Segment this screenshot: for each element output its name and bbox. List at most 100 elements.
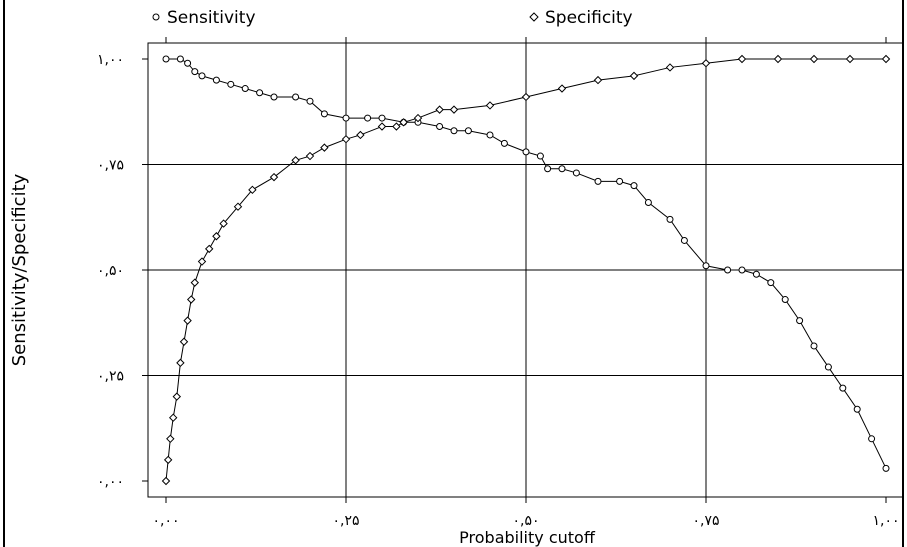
specificity-point (392, 122, 401, 131)
sensitivity-point (666, 215, 674, 223)
specificity-point (665, 63, 675, 72)
specificity-point (163, 455, 173, 465)
sensitivity-point (853, 405, 861, 413)
x-axis-label: Probability cutoff (459, 528, 596, 547)
specificity-point (183, 316, 192, 325)
specificity-point (629, 71, 639, 81)
specificity-point (166, 434, 175, 444)
specificity-point (341, 134, 351, 144)
sensitivity-point (256, 89, 264, 97)
specificity-line (165, 58, 886, 482)
sensitivity-point (536, 152, 544, 160)
sensitivity-point (767, 279, 775, 287)
legend-label-sensitivity: Sensitivity (167, 8, 256, 28)
series-specificity (161, 54, 891, 486)
specificity-point (248, 185, 257, 195)
specificity-point (176, 358, 185, 368)
specificity-point (485, 101, 495, 110)
specificity-point (881, 54, 891, 64)
specificity-point (701, 59, 711, 68)
legend-marker-specificity (529, 12, 539, 22)
specificity-point (197, 257, 207, 266)
sensitivity-point (781, 296, 789, 304)
x-axis-ticks: ۰,۰۰ ۰,۲۵ ۰,۵۰ ۰,۷۵ ۱,۰۰ (152, 37, 900, 529)
specificity-point (593, 75, 603, 85)
specificity-point (320, 143, 329, 152)
legend: Sensitivity Specificity (152, 8, 633, 28)
sensitivity-point (320, 110, 328, 118)
specificity-point (190, 278, 200, 287)
sensitivity-point (162, 55, 170, 63)
y-tick-label-0: ۰,۰۰ (97, 474, 124, 490)
specificity-point (212, 232, 221, 241)
sensitivity-point (486, 131, 494, 139)
specificity-point (413, 113, 423, 123)
legend-marker-sensitivity (152, 13, 160, 21)
sensitivity-point (270, 93, 278, 101)
sensitivity-point (522, 148, 530, 156)
sensitivity-point (306, 97, 314, 105)
y-tick-label-2: ۰,۵۰ (97, 263, 124, 279)
specificity-point (449, 105, 459, 114)
sensitivity-point (436, 123, 444, 131)
specificity-point (233, 202, 243, 211)
sensitivity-point (810, 342, 818, 350)
specificity-point (161, 476, 171, 486)
specificity-point (356, 130, 365, 140)
x-tick-label-3: ۰,۷۵ (692, 513, 719, 529)
gridlines (148, 43, 903, 497)
sensitivity-point (364, 114, 372, 122)
specificity-point (435, 105, 444, 114)
specificity-point (269, 172, 279, 182)
specificity-point (179, 337, 189, 346)
specificity-point (845, 54, 855, 64)
series-sensitivity (162, 55, 890, 472)
sensitivity-point (882, 464, 890, 472)
sensitivity-point (630, 182, 638, 190)
sensitivity-point (702, 262, 710, 270)
sensitivity-point (198, 72, 206, 80)
sensitivity-point (544, 165, 552, 173)
x-tick-label-4: ۱,۰۰ (872, 513, 899, 529)
sensitivity-point (839, 384, 847, 392)
specificity-point (737, 54, 747, 64)
y-axis-label: Sensitivity/Specificity (9, 173, 30, 366)
specificity-point (219, 219, 228, 228)
sensitivity-point (796, 317, 804, 325)
specificity-point (186, 295, 196, 304)
specificity-point (377, 122, 387, 131)
specificity-point (204, 244, 214, 254)
legend-label-specificity: Specificity (545, 8, 633, 28)
sensitivity-point (752, 270, 760, 278)
y-tick-label-4: ۱,۰۰ (97, 52, 124, 68)
sensitivity-point (378, 114, 386, 122)
sensitivity-point (241, 85, 249, 93)
specificity-point (172, 392, 182, 401)
sensitivity-point (594, 177, 602, 185)
specificity-point (521, 92, 531, 102)
x-tick-label-0: ۰,۰۰ (152, 513, 179, 529)
sensitivity-point (342, 114, 350, 122)
sensitivity-point (558, 165, 566, 173)
sensitivity-point (450, 127, 458, 135)
specificity-point (305, 151, 315, 161)
y-axis-ticks: ۰,۰۰ ۰,۲۵ ۰,۵۰ ۰,۷۵ ۱,۰۰ (97, 52, 148, 490)
x-tick-label-2: ۰,۵۰ (512, 513, 539, 529)
sensitivity-point (227, 80, 235, 88)
sensitivity-point (824, 363, 832, 371)
sensitivity-point (724, 266, 732, 274)
specificity-point (399, 118, 408, 127)
specificity-point (168, 413, 178, 422)
sensitivity-point (176, 55, 184, 63)
sensitivity-point (191, 68, 199, 76)
sensitivity-point (292, 93, 300, 101)
y-tick-label-3: ۰,۷۵ (97, 158, 124, 174)
sensitivity-point (184, 59, 192, 67)
sensitivity-point (572, 169, 580, 177)
sensitivity-point (644, 198, 652, 206)
sensitivity-point (738, 266, 746, 274)
specificity-point (809, 54, 819, 64)
sensitivity-point (868, 435, 876, 443)
sensitivity-point (464, 127, 472, 135)
